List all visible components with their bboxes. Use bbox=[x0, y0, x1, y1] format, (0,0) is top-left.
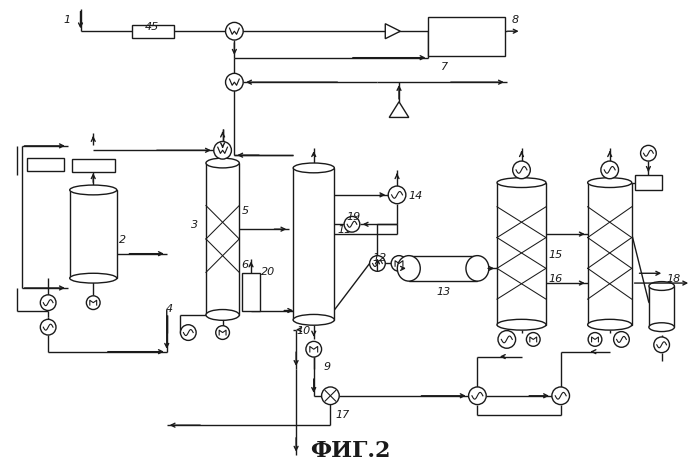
Ellipse shape bbox=[206, 310, 239, 321]
Circle shape bbox=[41, 295, 56, 311]
Circle shape bbox=[370, 256, 385, 272]
Text: 7: 7 bbox=[441, 61, 448, 71]
Bar bbox=[587, 183, 631, 325]
Bar bbox=[206, 164, 239, 315]
Text: 18: 18 bbox=[666, 274, 680, 284]
Circle shape bbox=[552, 387, 570, 405]
Text: ФИГ.2: ФИГ.2 bbox=[309, 439, 391, 461]
Text: 20: 20 bbox=[261, 267, 275, 277]
Bar bbox=[635, 176, 662, 191]
Circle shape bbox=[321, 387, 340, 405]
Text: 16: 16 bbox=[548, 274, 562, 284]
Circle shape bbox=[601, 162, 619, 179]
Circle shape bbox=[225, 74, 243, 92]
Text: 15: 15 bbox=[548, 249, 562, 259]
Text: 6: 6 bbox=[241, 259, 248, 269]
Ellipse shape bbox=[649, 282, 674, 291]
Ellipse shape bbox=[466, 256, 489, 281]
Text: 2: 2 bbox=[119, 235, 126, 245]
Text: 4: 4 bbox=[166, 304, 173, 314]
Ellipse shape bbox=[70, 186, 117, 196]
Text: 14: 14 bbox=[409, 190, 423, 200]
Circle shape bbox=[86, 296, 100, 310]
Text: 12: 12 bbox=[372, 252, 387, 262]
Circle shape bbox=[640, 146, 657, 162]
Text: 9: 9 bbox=[323, 361, 330, 371]
Text: 5: 5 bbox=[242, 205, 249, 215]
Bar bbox=[293, 169, 335, 320]
Circle shape bbox=[614, 332, 629, 347]
Polygon shape bbox=[385, 25, 400, 40]
Text: 10: 10 bbox=[296, 325, 310, 335]
Circle shape bbox=[588, 333, 602, 347]
Circle shape bbox=[498, 331, 516, 348]
Circle shape bbox=[526, 333, 540, 347]
Ellipse shape bbox=[398, 256, 420, 281]
Bar bbox=[497, 183, 546, 325]
Ellipse shape bbox=[649, 323, 674, 332]
Ellipse shape bbox=[588, 320, 631, 330]
Polygon shape bbox=[389, 102, 409, 118]
Ellipse shape bbox=[497, 178, 546, 188]
Circle shape bbox=[344, 217, 360, 233]
Bar bbox=[649, 287, 674, 327]
Circle shape bbox=[214, 142, 232, 160]
Text: 11: 11 bbox=[337, 225, 351, 235]
Ellipse shape bbox=[588, 178, 631, 188]
Circle shape bbox=[468, 387, 486, 405]
Circle shape bbox=[216, 326, 230, 340]
Circle shape bbox=[654, 337, 669, 353]
Text: 17: 17 bbox=[335, 409, 349, 418]
Bar bbox=[70, 190, 117, 278]
Text: 45: 45 bbox=[145, 22, 159, 32]
Text: 3: 3 bbox=[191, 220, 198, 230]
Ellipse shape bbox=[497, 320, 546, 330]
Bar bbox=[27, 159, 64, 172]
Circle shape bbox=[181, 325, 196, 341]
Circle shape bbox=[41, 320, 56, 335]
Bar bbox=[132, 26, 174, 39]
Ellipse shape bbox=[293, 315, 335, 326]
Text: 13: 13 bbox=[436, 287, 450, 297]
Text: 1: 1 bbox=[64, 15, 71, 25]
Ellipse shape bbox=[206, 159, 239, 169]
Bar bbox=[242, 274, 260, 311]
Circle shape bbox=[306, 342, 321, 357]
Bar bbox=[409, 256, 477, 281]
Circle shape bbox=[391, 256, 407, 272]
Circle shape bbox=[389, 187, 406, 204]
Text: 8: 8 bbox=[512, 15, 519, 25]
Circle shape bbox=[512, 162, 531, 179]
Circle shape bbox=[225, 23, 243, 41]
Bar bbox=[428, 18, 505, 57]
Ellipse shape bbox=[293, 164, 335, 173]
Text: 19: 19 bbox=[346, 211, 360, 221]
Bar bbox=[71, 159, 115, 173]
Ellipse shape bbox=[70, 274, 117, 284]
